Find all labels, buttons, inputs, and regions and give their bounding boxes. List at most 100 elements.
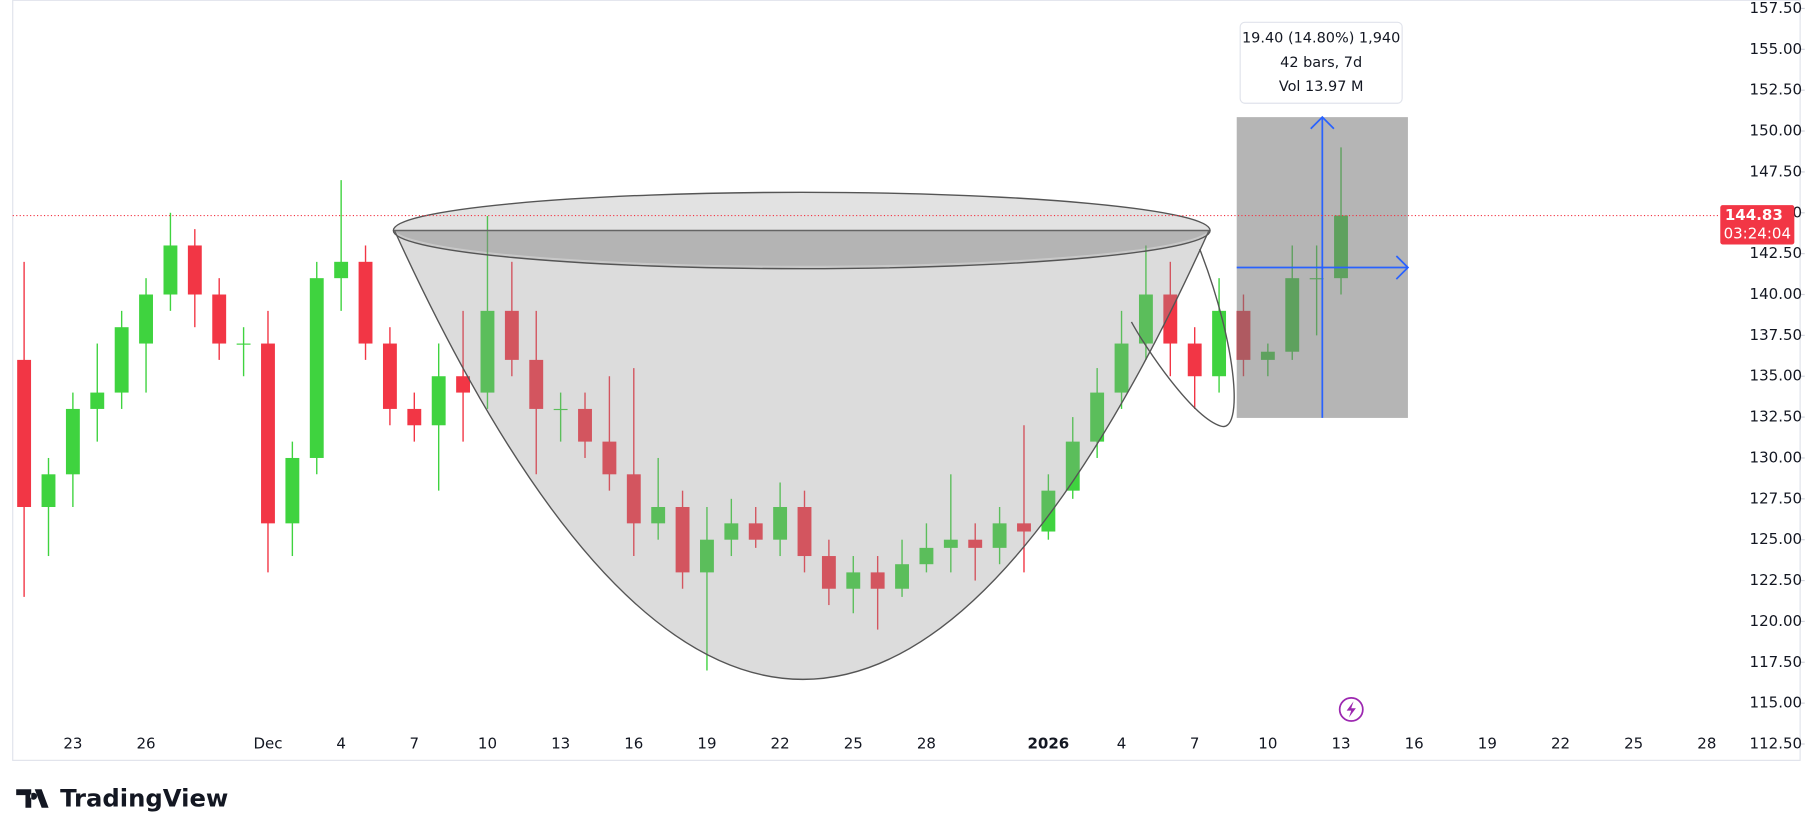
- tooltip-box: [1239, 21, 1403, 104]
- candle-body: [261, 343, 275, 524]
- candle-body: [626, 474, 641, 524]
- candle-body: [17, 359, 32, 508]
- x-tick-label: 19: [1478, 735, 1497, 753]
- candle-body: [919, 547, 934, 565]
- candle-body: [675, 507, 690, 573]
- y-tick-label: 135.00: [1750, 367, 1803, 385]
- price-badge: [1720, 205, 1795, 245]
- cup-rim-shade: [394, 230, 1209, 266]
- x-tick-label: 26: [136, 735, 155, 753]
- x-tick-label: 7: [410, 735, 420, 753]
- y-tick-label: 157.50: [1750, 0, 1803, 17]
- arrow-head: [1395, 255, 1410, 280]
- candle-body: [1163, 294, 1178, 344]
- x-tick-label: 25: [844, 735, 863, 753]
- candle-body: [1114, 343, 1129, 393]
- x-tick-label: 19: [697, 735, 716, 753]
- x-tick-label: 23: [63, 735, 82, 753]
- tooltip-line: 19.40 (14.80%) 1,940: [1242, 30, 1400, 46]
- x-tick-label: 16: [1405, 735, 1424, 753]
- cup-bowl: [393, 229, 1211, 681]
- x-tick-label: 28: [1697, 735, 1716, 753]
- candle-body: [456, 376, 471, 393]
- measure-tooltip: 19.40 (14.80%) 1,940 42 bars, 7d Vol 13.…: [1239, 21, 1403, 104]
- x-tick-label: 10: [1258, 735, 1277, 753]
- x-tick-label: 28: [917, 735, 936, 753]
- candle-body: [943, 539, 958, 548]
- y-tick-label: 137.50: [1750, 326, 1803, 344]
- logo-mark: [16, 789, 49, 808]
- candle-body: [773, 507, 788, 540]
- y-tick-label: 152.50: [1750, 81, 1803, 99]
- handle: [1130, 248, 1235, 428]
- candle-body: [724, 523, 739, 540]
- candle-body: [163, 245, 178, 295]
- countdown: 03:24:04: [1724, 225, 1791, 243]
- candle-body: [407, 408, 422, 426]
- candle-body: [334, 261, 349, 279]
- y-tick-label: 122.50: [1750, 571, 1803, 589]
- candle-body: [480, 310, 495, 393]
- x-tick-label: 10: [478, 735, 497, 753]
- candle-body: [553, 408, 568, 411]
- candle-body: [1065, 441, 1080, 491]
- candle-body: [114, 327, 129, 393]
- y-tick-label: 130.00: [1750, 448, 1803, 466]
- y-tick-label: 115.00: [1750, 694, 1803, 712]
- chart-frame: [12, 0, 1801, 761]
- candle-body: [236, 343, 251, 345]
- y-tick-label: 120.00: [1750, 612, 1803, 630]
- cup-rim: [392, 191, 1211, 270]
- y-tick-label: 112.50: [1750, 735, 1803, 753]
- x-tick-label: 4: [1117, 735, 1127, 753]
- candle-body: [431, 376, 446, 426]
- icon-bolt: [1346, 701, 1356, 718]
- logo: TradingView: [16, 784, 228, 813]
- brand: TradingView: [60, 784, 228, 813]
- candle-body: [748, 523, 763, 540]
- arrow-head: [1310, 115, 1335, 130]
- x-tick-label: 7: [1190, 735, 1200, 753]
- candle-body: [529, 359, 544, 409]
- x-tick-label: 16: [624, 735, 643, 753]
- cup-pattern: [392, 191, 1235, 681]
- candle-body: [797, 507, 812, 557]
- x-tick-label: 13: [1331, 735, 1350, 753]
- y-tick-label: 147.50: [1750, 162, 1803, 180]
- candle-body: [309, 278, 324, 458]
- price-label: 144.83: [1725, 206, 1783, 224]
- candle-body: [992, 523, 1007, 548]
- candle-body: [1187, 343, 1202, 377]
- y-tick-label: 125.00: [1750, 530, 1803, 548]
- candle-body: [358, 261, 373, 344]
- candle-body: [1138, 294, 1153, 344]
- x-tick-label: 25: [1624, 735, 1643, 753]
- candle-body: [65, 408, 80, 475]
- candle-body: [870, 572, 885, 589]
- candle-body: [187, 245, 202, 295]
- x-tick-label: 22: [771, 735, 790, 753]
- measure-tool: 19.40 (14.80%) 1,940 42 bars, 7d Vol 13.…: [1236, 21, 1410, 418]
- candle-body: [846, 572, 861, 589]
- candle-body: [821, 556, 836, 589]
- y-tick-label: 117.50: [1750, 653, 1803, 671]
- x-tick-label: Dec: [253, 735, 282, 753]
- candle-body: [578, 408, 592, 442]
- x-tick-label: 2026: [1027, 735, 1069, 753]
- tooltip-line: 42 bars, 7d: [1280, 55, 1362, 71]
- y-tick-label: 132.50: [1750, 408, 1803, 426]
- y-tick-label: 127.50: [1750, 489, 1803, 507]
- candle-body: [139, 294, 153, 344]
- y-tick-label: 142.50: [1750, 244, 1803, 262]
- candle-body: [382, 343, 397, 409]
- x-tick-label: 13: [551, 735, 570, 753]
- y-tick-label: 140.00: [1750, 285, 1803, 303]
- candle-body: [1017, 523, 1031, 532]
- x-tick-label: 22: [1551, 735, 1570, 753]
- candle-body: [41, 474, 56, 508]
- candle-body: [1212, 310, 1227, 377]
- candle-body: [651, 507, 666, 524]
- lightning-icon: [1338, 697, 1364, 722]
